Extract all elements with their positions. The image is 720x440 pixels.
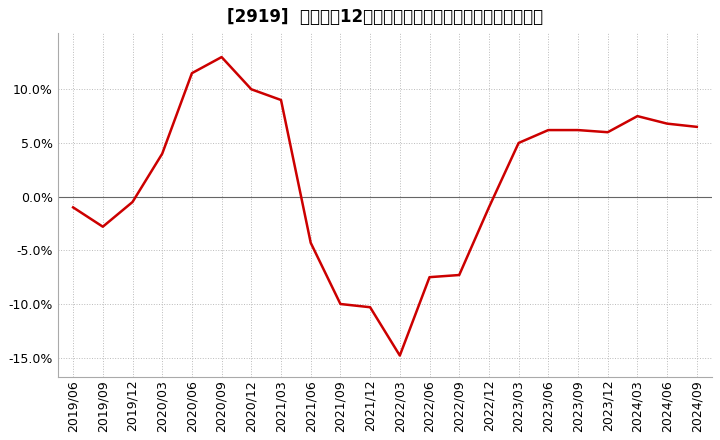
Title: [2919]  売上高の12か月移動合計の対前年同期増減率の推移: [2919] 売上高の12か月移動合計の対前年同期増減率の推移 xyxy=(227,8,543,26)
